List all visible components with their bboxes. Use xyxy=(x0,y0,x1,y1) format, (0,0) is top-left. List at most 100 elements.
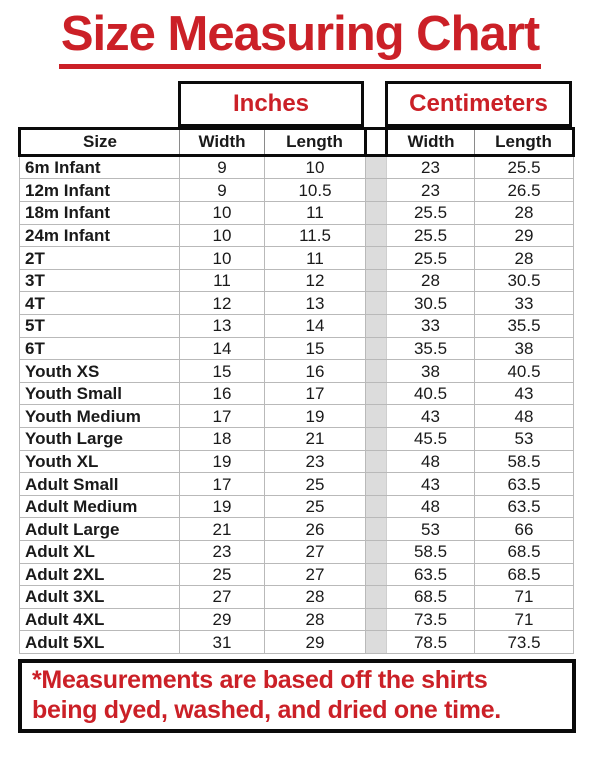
table-row: Adult 2XL 25 27 63.5 68.5 xyxy=(19,562,574,587)
size-cell: 24m Infant xyxy=(19,223,180,248)
inches-length-cell: 11 xyxy=(264,246,366,270)
inches-width-cell: 10 xyxy=(179,223,265,248)
cm-length-cell: 28 xyxy=(474,246,574,270)
inches-length-cell: 23 xyxy=(264,449,366,474)
page-title: Size Measuring Chart xyxy=(58,7,542,69)
inches-length-cell: 15 xyxy=(264,336,366,361)
inches-length-cell: 19 xyxy=(264,404,366,429)
column-header-gap xyxy=(364,126,388,157)
inches-length-cell: 12 xyxy=(264,268,366,293)
gap-cell xyxy=(365,472,387,496)
title-wrap: Size Measuring Chart xyxy=(0,7,600,69)
cm-width-cell: 48 xyxy=(386,449,475,474)
cm-length-cell: 68.5 xyxy=(474,562,574,587)
gap-cell xyxy=(365,539,387,564)
gap-cell xyxy=(365,404,387,429)
table-row: 4T 12 13 30.5 33 xyxy=(19,291,574,316)
inches-length-cell: 11 xyxy=(264,201,366,225)
cm-length-cell: 29 xyxy=(474,223,574,248)
inches-length-cell: 28 xyxy=(264,607,366,632)
table-row: 6m Infant 9 10 23 25.5 xyxy=(19,154,574,180)
cm-length-cell: 63.5 xyxy=(474,472,574,496)
cm-width-cell: 73.5 xyxy=(386,607,475,632)
cm-length-cell: 43 xyxy=(474,381,574,406)
column-header-cm-width: Width xyxy=(385,126,475,157)
cm-length-cell: 30.5 xyxy=(474,268,574,293)
size-cell: 18m Infant xyxy=(19,201,180,225)
gap-cell xyxy=(365,630,387,654)
gap-cell xyxy=(365,178,387,203)
inches-width-cell: 19 xyxy=(179,449,265,474)
cm-width-cell: 33 xyxy=(386,314,475,338)
table-row: Youth XL 19 23 48 58.5 xyxy=(19,449,574,474)
size-table-header: Size Width Length Width Length xyxy=(18,126,575,157)
inches-length-cell: 10 xyxy=(264,154,366,180)
inches-width-cell: 11 xyxy=(179,268,265,293)
cm-width-cell: 43 xyxy=(386,472,475,496)
gap-cell xyxy=(365,359,387,383)
gap-cell xyxy=(365,562,387,587)
inches-length-cell: 10.5 xyxy=(264,178,366,203)
size-cell: Adult 2XL xyxy=(19,562,180,587)
cm-width-cell: 38 xyxy=(386,359,475,383)
cm-width-cell: 58.5 xyxy=(386,539,475,564)
table-row: 5T 13 14 33 35.5 xyxy=(19,314,574,338)
table-row: 12m Infant 9 10.5 23 26.5 xyxy=(19,178,574,203)
table-row: Youth Large 18 21 45.5 53 xyxy=(19,427,574,451)
size-cell: 6m Infant xyxy=(19,154,180,180)
gap-cell xyxy=(365,223,387,248)
size-cell: 4T xyxy=(19,291,180,316)
column-header-size: Size xyxy=(18,126,180,157)
cm-width-cell: 40.5 xyxy=(386,381,475,406)
cm-length-cell: 25.5 xyxy=(474,154,574,180)
gap-cell xyxy=(365,494,387,519)
header-row: Size Width Length Width Length xyxy=(18,126,575,157)
inches-length-cell: 16 xyxy=(264,359,366,383)
inches-width-cell: 13 xyxy=(179,314,265,338)
column-header-inches-length: Length xyxy=(264,126,367,157)
cm-length-cell: 33 xyxy=(474,291,574,316)
gap-cell xyxy=(365,246,387,270)
cm-width-cell: 25.5 xyxy=(386,246,475,270)
table-row: Youth Small 16 17 40.5 43 xyxy=(19,381,574,406)
cm-length-cell: 53 xyxy=(474,427,574,451)
table-row: Adult Medium 19 25 48 63.5 xyxy=(19,494,574,519)
table-row: Adult XL 23 27 58.5 68.5 xyxy=(19,539,574,564)
cm-length-cell: 28 xyxy=(474,201,574,225)
cm-width-cell: 78.5 xyxy=(386,630,475,654)
size-cell: Adult XL xyxy=(19,539,180,564)
inches-width-cell: 31 xyxy=(179,630,265,654)
size-cell: Adult Medium xyxy=(19,494,180,519)
table-row: 18m Infant 10 11 25.5 28 xyxy=(19,201,574,225)
table-row: 3T 11 12 28 30.5 xyxy=(19,268,574,293)
cm-width-cell: 28 xyxy=(386,268,475,293)
inches-length-cell: 25 xyxy=(264,494,366,519)
inches-header-box: Inches xyxy=(178,80,364,127)
inches-width-cell: 18 xyxy=(179,427,265,451)
inches-length-cell: 25 xyxy=(264,472,366,496)
size-cell: Youth XS xyxy=(19,359,180,383)
gap-cell xyxy=(365,427,387,451)
inches-length-cell: 27 xyxy=(264,539,366,564)
size-cell: Adult Large xyxy=(19,517,180,541)
cm-width-cell: 45.5 xyxy=(386,427,475,451)
inches-width-cell: 27 xyxy=(179,585,265,609)
gap-cell xyxy=(365,381,387,406)
size-cell: Youth Large xyxy=(19,427,180,451)
inches-width-cell: 16 xyxy=(179,381,265,406)
inches-width-cell: 15 xyxy=(179,359,265,383)
cm-length-cell: 35.5 xyxy=(474,314,574,338)
cm-width-cell: 23 xyxy=(386,178,475,203)
table-row: Youth Medium 17 19 43 48 xyxy=(19,404,574,429)
inches-width-cell: 17 xyxy=(179,404,265,429)
cm-length-cell: 58.5 xyxy=(474,449,574,474)
size-cell: Adult 5XL xyxy=(19,630,180,654)
gap-cell xyxy=(365,154,387,180)
cm-length-cell: 68.5 xyxy=(474,539,574,564)
unit-spacer-left xyxy=(18,81,178,127)
size-cell: 2T xyxy=(19,246,180,270)
inches-width-cell: 10 xyxy=(179,246,265,270)
cm-width-cell: 48 xyxy=(386,494,475,519)
unit-header-row: Inches Centimeters xyxy=(18,80,600,127)
cm-length-cell: 66 xyxy=(474,517,574,541)
